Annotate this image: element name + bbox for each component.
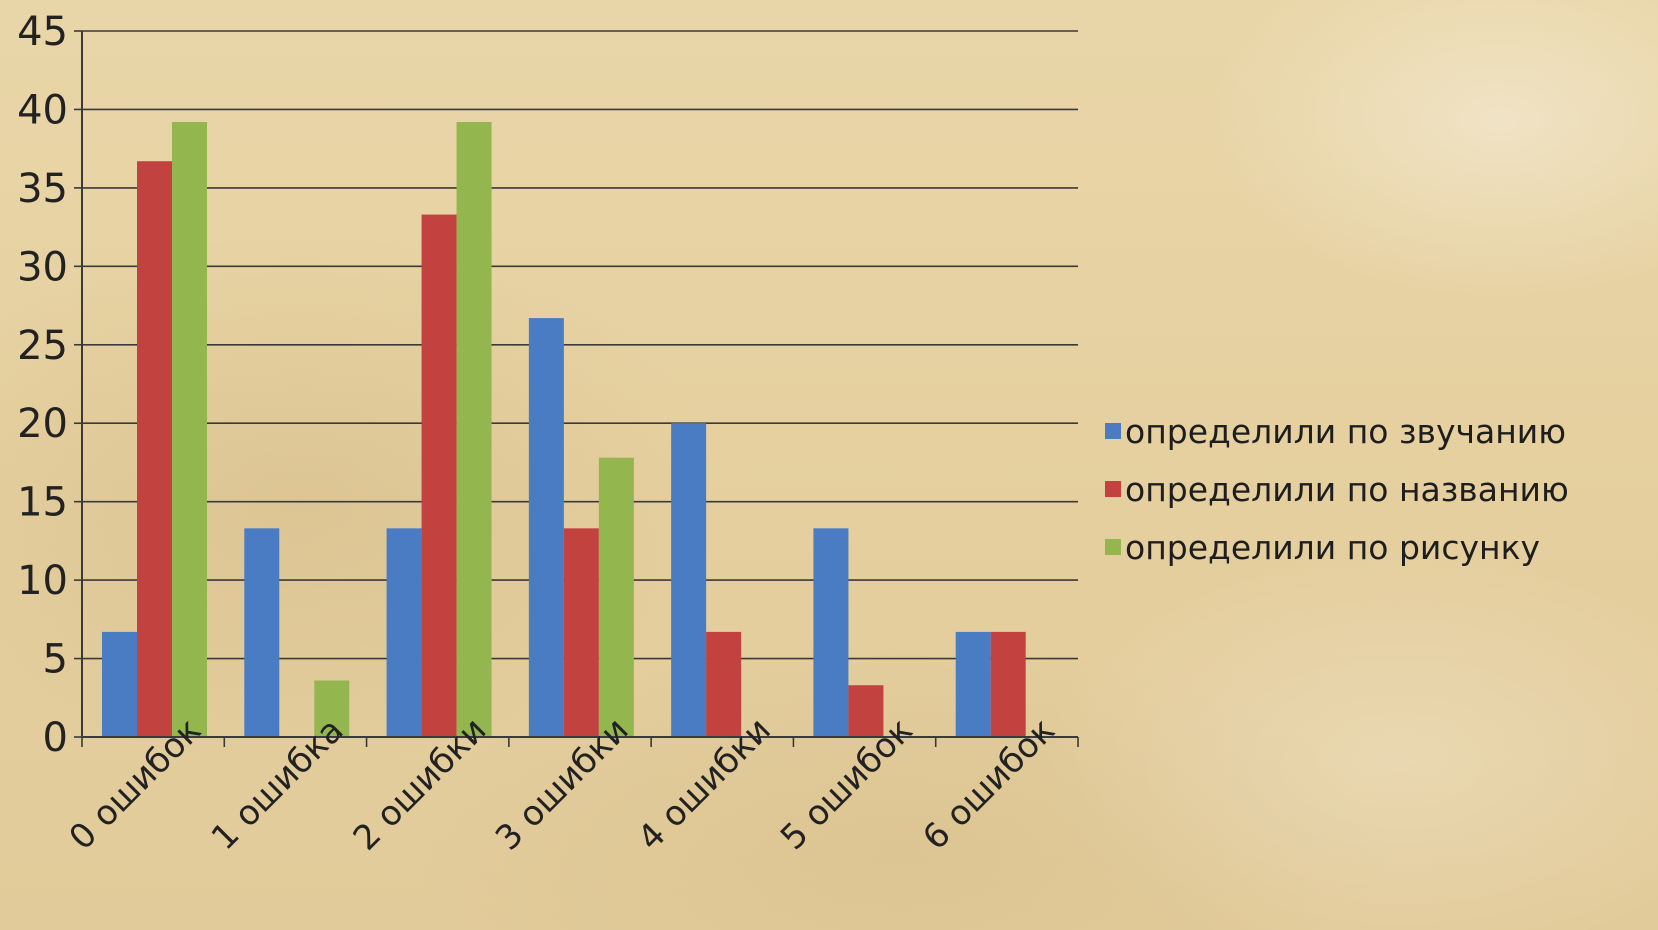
axes (81, 31, 1079, 747)
bar-6-1 (990, 631, 1026, 737)
bar-0-0 (102, 631, 137, 737)
bar-2-2 (456, 121, 492, 738)
bar-2-0 (386, 528, 422, 737)
legend-label-name: определили по названию (1125, 469, 1569, 509)
legend-label-picture: определили по рисунку (1125, 527, 1541, 567)
y-tick-label: 40 (17, 87, 68, 133)
legend-item-picture: определили по рисунку (1105, 518, 1569, 576)
bar-0-1 (137, 161, 172, 737)
y-tick-label: 20 (17, 401, 68, 447)
bar-1-0 (244, 528, 280, 737)
bar-2-1 (421, 214, 457, 737)
legend-label-sound: определили по звучанию (1125, 411, 1567, 451)
y-tick-label: 5 (43, 637, 68, 683)
bar-3-0 (528, 318, 564, 737)
y-tick-label: 30 (17, 244, 68, 290)
bar-5-1 (848, 685, 884, 737)
legend-item-name: определили по названию (1105, 460, 1569, 518)
bar-3-1 (563, 528, 599, 737)
y-tick-label: 35 (17, 166, 68, 212)
bar-3-2 (598, 457, 634, 737)
y-tick-label: 15 (17, 480, 68, 526)
bar-6-0 (955, 631, 991, 737)
y-tick-labels: 0 5 10 15 20 25 30 35 40 45 (17, 9, 68, 761)
y-tick-label: 25 (17, 323, 68, 369)
legend-swatch-sound (1105, 423, 1121, 439)
bar-4-1 (706, 631, 742, 737)
bar-0-2 (172, 121, 207, 738)
legend-item-sound: определили по звучанию (1105, 402, 1569, 460)
bar-4-0 (671, 423, 707, 737)
y-tick-label: 45 (17, 9, 68, 55)
legend-swatch-name (1105, 481, 1121, 497)
bars (102, 121, 1026, 738)
legend: определили по звучанию определили по наз… (1105, 402, 1569, 576)
legend-swatch-picture (1105, 539, 1121, 555)
bar-1-2 (314, 680, 350, 737)
bar-5-0 (813, 528, 849, 737)
y-tick-label: 10 (17, 558, 68, 604)
y-tick-label: 0 (43, 715, 68, 761)
